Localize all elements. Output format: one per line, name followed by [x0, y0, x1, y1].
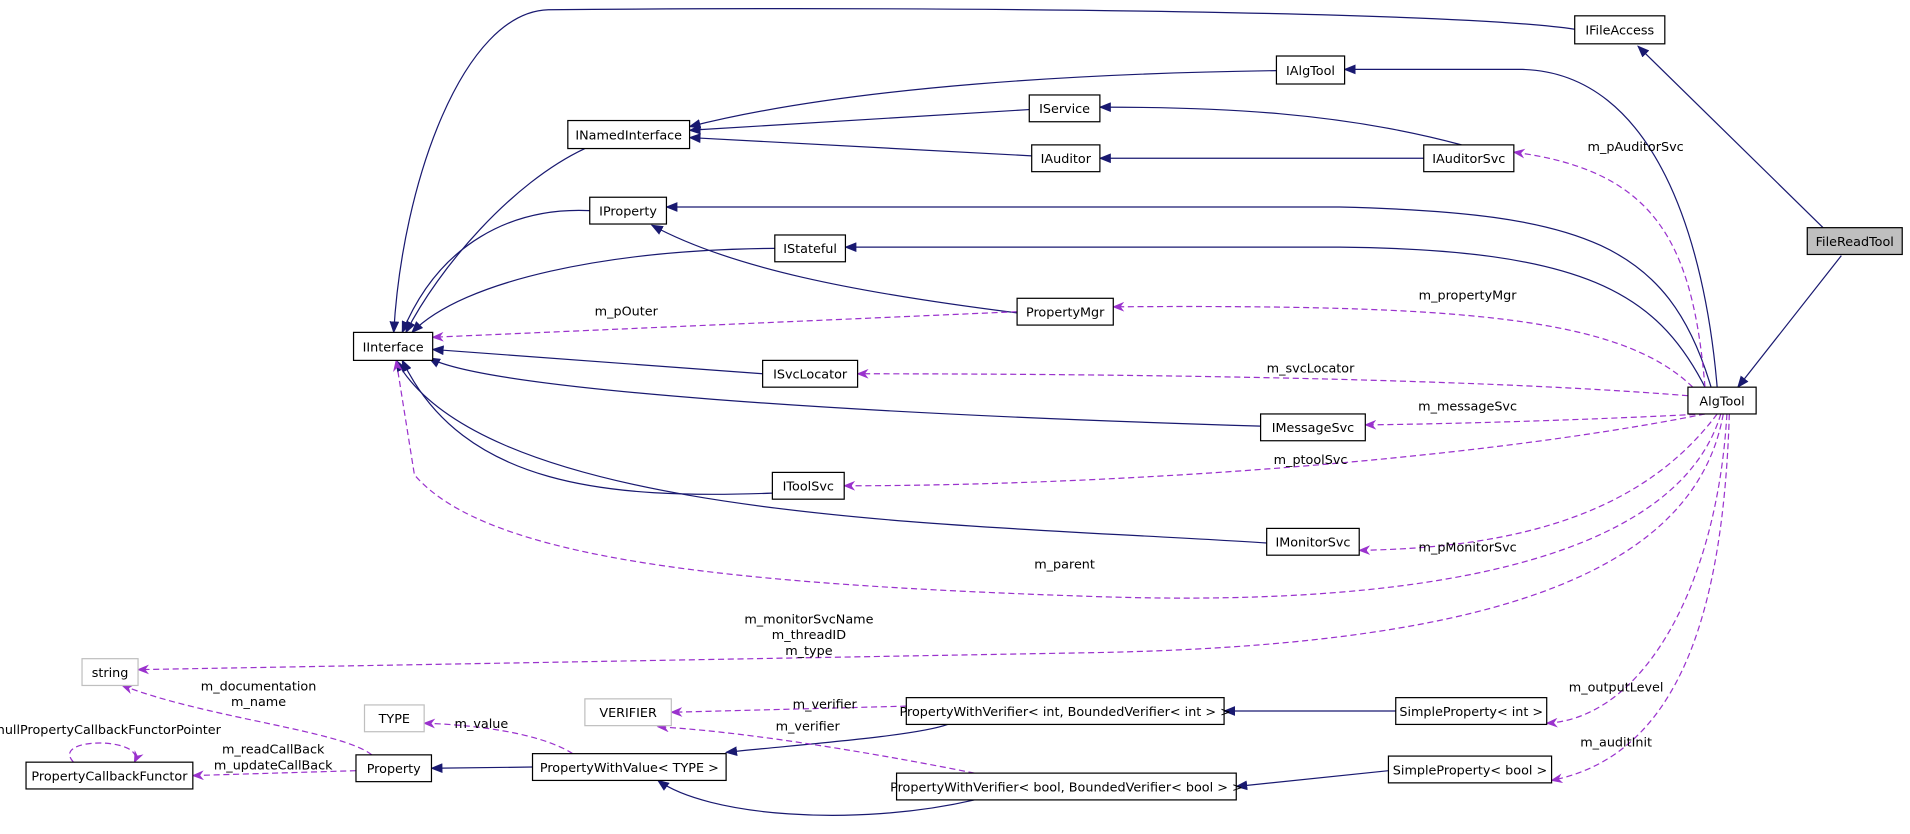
- edge-label: m_verifier: [776, 720, 841, 735]
- node-box: [1266, 527, 1360, 556]
- node-label: PropertyWithVerifier< int, BoundedVerifi…: [900, 705, 1231, 720]
- node-label: FileReadTool: [1816, 235, 1894, 250]
- inheritance-edges: [389, 8, 1842, 816]
- edge-label: m_documentation: [201, 679, 317, 694]
- edge-label: m_propertyMgr: [1419, 289, 1518, 304]
- edge-label: m_type: [785, 644, 832, 659]
- node-box: [774, 234, 847, 263]
- node-label: VERIFIER: [599, 706, 657, 721]
- edge-label: m_parent: [1034, 558, 1095, 573]
- node-box: [1028, 94, 1101, 123]
- node-label: string: [92, 666, 129, 681]
- node-box: [352, 331, 434, 361]
- node-box: [355, 754, 433, 783]
- edge-label: nullPropertyCallbackFunctorPointer: [0, 723, 222, 738]
- edge-label: m_value: [455, 717, 509, 732]
- node-label: IProperty: [599, 205, 657, 220]
- node-box: [905, 697, 1225, 726]
- node-label: SimpleProperty< bool >: [1393, 763, 1547, 778]
- node-box: [1016, 297, 1114, 326]
- node-box: [1395, 697, 1548, 726]
- node-box: [1423, 144, 1515, 173]
- node-label: IService: [1039, 102, 1090, 117]
- node-label: AlgTool: [1699, 394, 1744, 409]
- node-label: PropertyWithVerifier< bool, BoundedVerif…: [890, 780, 1243, 795]
- node-box: [25, 761, 194, 790]
- node-box: [1259, 413, 1366, 442]
- node-label: Property: [367, 762, 421, 777]
- edge-label: m_ptoolSvc: [1274, 453, 1348, 468]
- node-label: INamedInterface: [575, 128, 682, 143]
- node-label: IAuditorSvc: [1432, 152, 1505, 167]
- edge-label: m_pAuditorSvc: [1588, 140, 1684, 155]
- node-box: [895, 772, 1237, 801]
- node-box: [1275, 55, 1346, 85]
- node-box: [1031, 144, 1101, 173]
- node-label: SimpleProperty< int >: [1399, 705, 1543, 720]
- node-box: [531, 753, 727, 782]
- node-label: IMessageSvc: [1272, 421, 1354, 436]
- edge-label: m_auditInit: [1580, 735, 1652, 750]
- node-box: [1806, 227, 1903, 256]
- edge-label: m_monitorSvcName: [744, 612, 873, 627]
- node-label: PropertyWithValue< TYPE >: [540, 761, 719, 776]
- node-label: ISvcLocator: [773, 368, 848, 383]
- node-label: IFileAccess: [1585, 24, 1654, 39]
- node-label: IAlgTool: [1286, 64, 1335, 79]
- edge-label: m_svcLocator: [1267, 362, 1355, 377]
- node-box: [762, 359, 859, 388]
- node-box: [363, 704, 425, 733]
- node-box: [1574, 15, 1666, 45]
- edge-label: m_threadID: [772, 628, 846, 643]
- usage-edges: [69, 148, 1730, 784]
- node-box: [81, 658, 139, 687]
- node-box: [1387, 755, 1553, 784]
- node-label: IStateful: [783, 242, 837, 257]
- edge-label: m_verifier: [793, 698, 858, 713]
- node-box: [567, 119, 691, 150]
- node-label: IMonitorSvc: [1275, 536, 1350, 551]
- node-label: PropertyMgr: [1026, 306, 1105, 321]
- edge-label: m_pOuter: [595, 304, 659, 319]
- edge-label: m_readCallBack: [222, 743, 325, 758]
- node-box: [589, 196, 668, 225]
- node-box: [1687, 386, 1757, 415]
- edge-label: m_updateCallBack: [214, 758, 333, 773]
- edge-label: m_name: [231, 695, 286, 710]
- node-label: IToolSvc: [783, 480, 834, 495]
- node-box: [584, 698, 672, 727]
- node-label: PropertyCallbackFunctor: [31, 769, 188, 784]
- node-label: IAuditor: [1041, 152, 1092, 167]
- edge-label: m_outputLevel: [1569, 681, 1664, 696]
- node-label: IInterface: [363, 340, 424, 355]
- edge-label: m_pMonitorSvc: [1419, 541, 1517, 556]
- node-box: [771, 471, 845, 500]
- node-label: TYPE: [378, 712, 410, 727]
- edge-label: m_messageSvc: [1418, 399, 1517, 414]
